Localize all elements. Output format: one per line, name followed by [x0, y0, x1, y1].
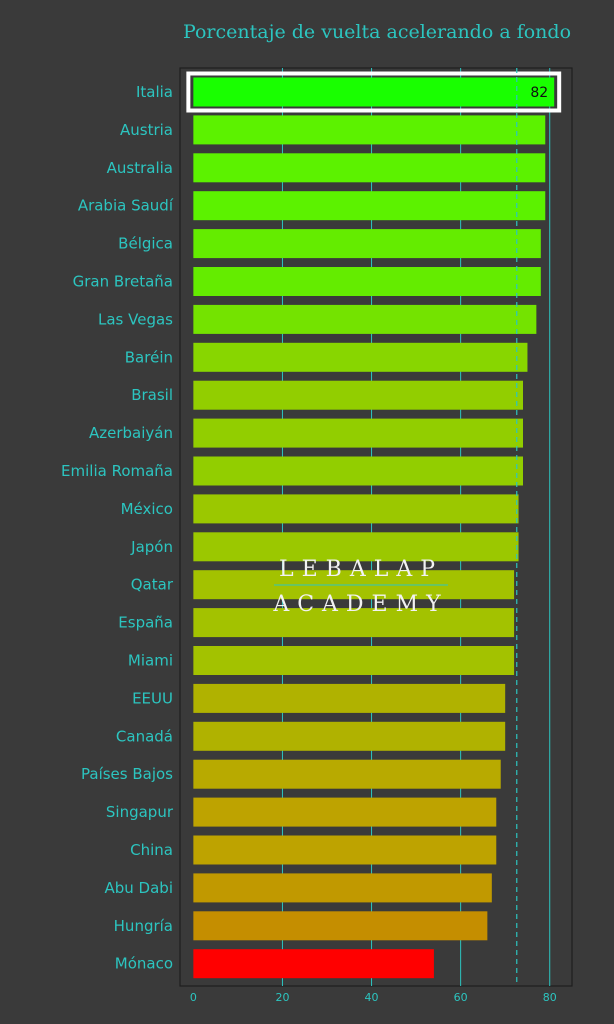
bar [193, 873, 492, 903]
watermark-line2: ACADEMY [272, 592, 448, 617]
category-label: Brasil [131, 386, 173, 404]
bar [193, 683, 506, 713]
bar [193, 153, 546, 183]
category-label: Miami [128, 652, 173, 670]
category-label: España [118, 614, 173, 632]
x-tick-label: 0 [190, 991, 197, 1004]
highlight-frame [186, 71, 562, 113]
category-label: Japón [130, 538, 173, 556]
plot-area [179, 67, 573, 987]
bar [193, 304, 537, 334]
category-label: Gran Bretaña [73, 273, 173, 291]
category-labels: Italia Austria Australia Arabia Saudí Bélgic… [61, 83, 174, 973]
bar [193, 608, 515, 638]
bar [193, 911, 488, 941]
x-tick-label: 40 [365, 991, 379, 1004]
data-label: 82 [530, 85, 548, 101]
x-tick-label: 20 [275, 991, 289, 1004]
chart-title: Porcentaje de vuelta acelerando a fondo [183, 21, 571, 43]
bar [193, 267, 541, 296]
bar [193, 380, 523, 410]
bars: 82 [186, 71, 562, 979]
watermark-line1: LEBALAP [279, 557, 443, 582]
category-label: Qatar [131, 576, 174, 594]
category-label: Las Vegas [98, 310, 173, 328]
bar [193, 456, 523, 486]
category-label: Países Bajos [81, 765, 173, 783]
category-label: Azerbaiyán [89, 424, 173, 442]
category-label: Canadá [116, 727, 173, 745]
bar [193, 721, 506, 751]
category-label: Mónaco [115, 955, 173, 973]
bar [193, 115, 546, 145]
category-label: Emilia Romaña [61, 462, 173, 480]
category-label: Abu Dabi [105, 879, 174, 897]
category-label: Bélgica [118, 235, 173, 253]
x-tick-label: 60 [454, 991, 468, 1004]
bar [193, 191, 546, 221]
x-tick-labels: 0 20 40 60 80 [190, 991, 557, 1004]
bar [193, 835, 497, 865]
category-label: México [121, 500, 173, 518]
category-label: Baréin [125, 348, 173, 366]
category-label: Singapur [106, 803, 174, 821]
bar [193, 418, 523, 448]
bar [193, 229, 541, 259]
category-label: EEUU [132, 689, 173, 707]
category-label: Australia [107, 159, 173, 177]
category-label: Austria [120, 121, 173, 139]
bar [193, 759, 501, 789]
bar [193, 532, 519, 562]
category-label: Italia [136, 83, 173, 101]
category-label: Arabia Saudí [78, 197, 174, 215]
bar [193, 494, 519, 524]
gridlines [281, 68, 551, 986]
bar [193, 646, 515, 675]
watermark: LEBALAP ACADEMY [272, 557, 448, 617]
category-label: Hungría [114, 917, 173, 935]
x-tick-label: 80 [543, 991, 557, 1004]
bar [193, 342, 528, 372]
bar [193, 949, 434, 979]
bar [193, 797, 497, 827]
bar [193, 77, 555, 107]
category-label: China [130, 841, 173, 859]
